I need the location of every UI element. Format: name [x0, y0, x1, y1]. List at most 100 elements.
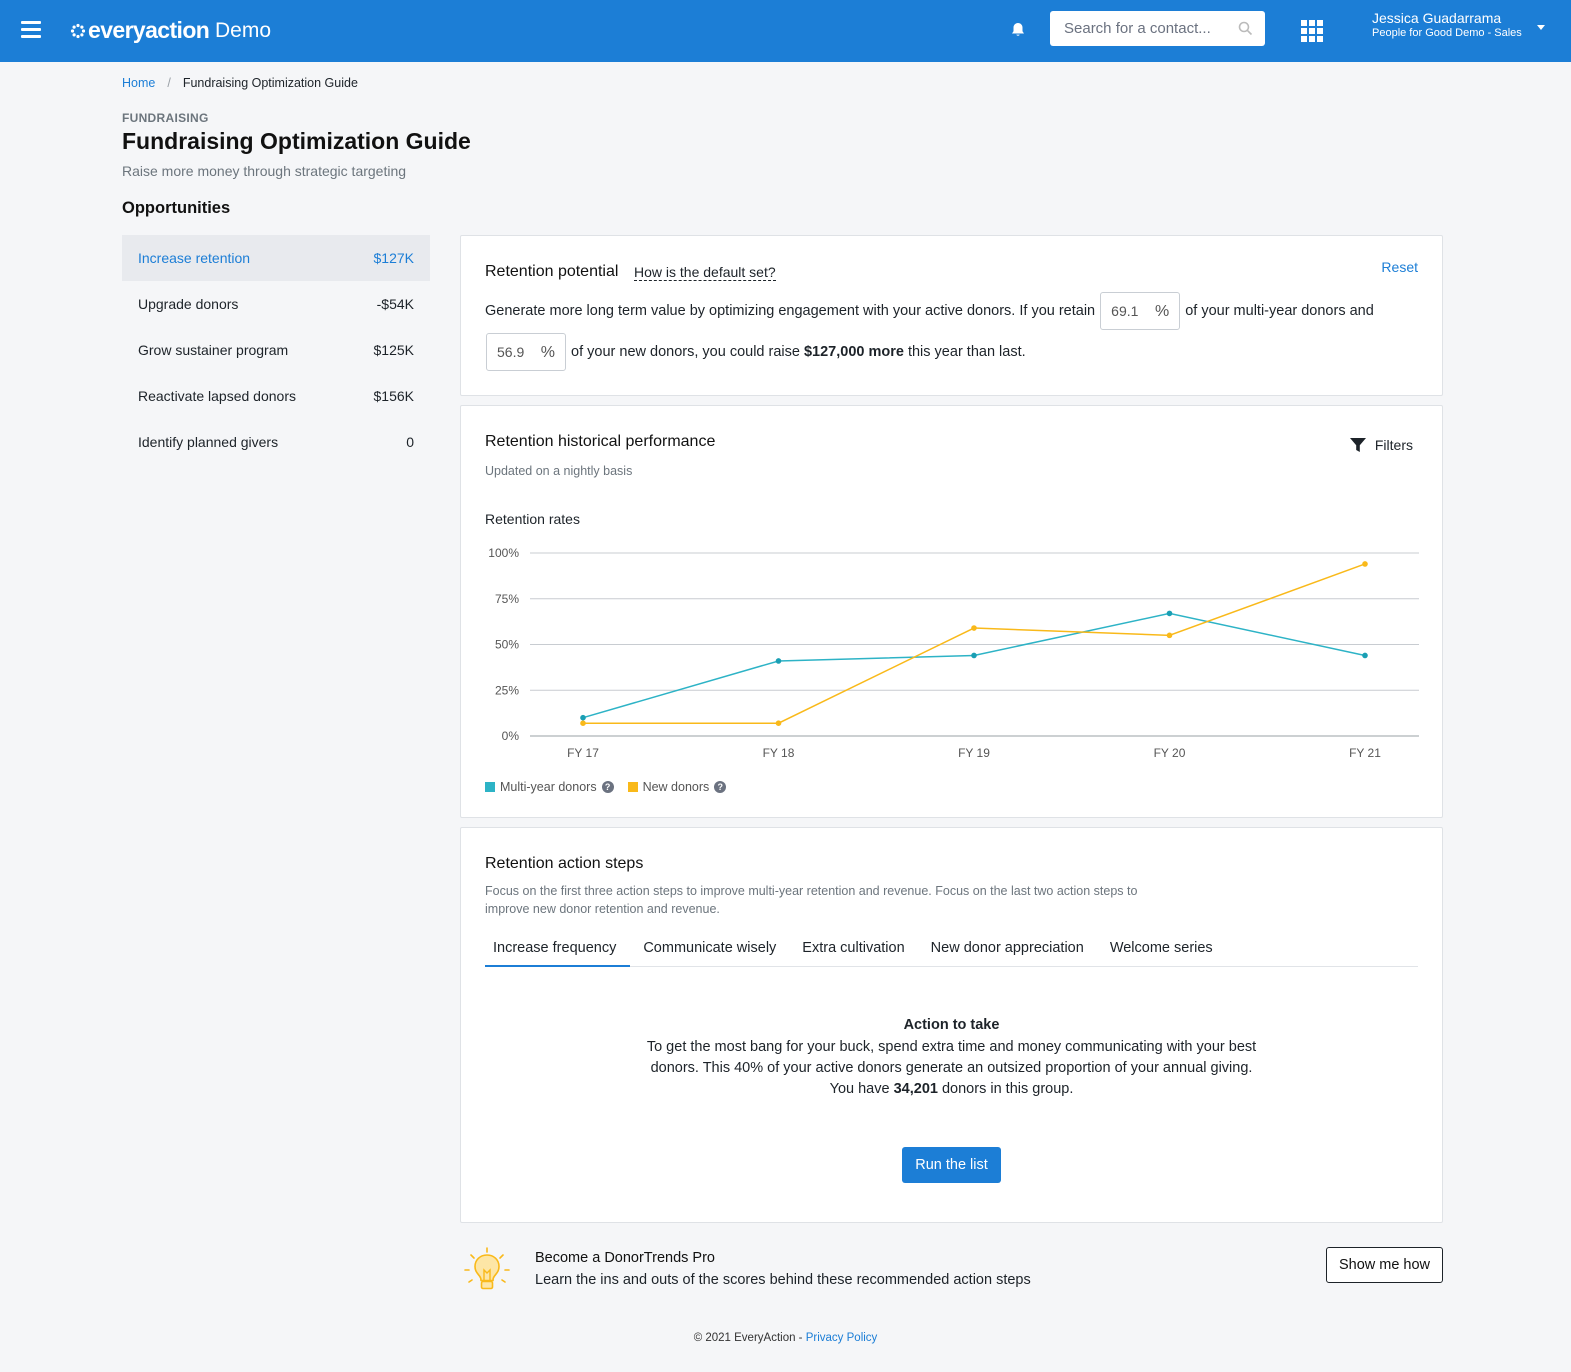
y-tick-label: 25% — [495, 683, 519, 697]
chevron-down-icon[interactable] — [1537, 25, 1545, 30]
logo[interactable]: everyaction — [70, 17, 210, 44]
breadcrumb-home-link[interactable]: Home — [122, 76, 156, 90]
tab-welcome-series[interactable]: Welcome series — [1109, 940, 1213, 956]
action-steps-title: Retention action steps — [485, 855, 644, 872]
tab-communicate-wisely[interactable]: Communicate wisely — [643, 940, 777, 956]
chart-title: Retention rates — [485, 511, 580, 527]
opportunity-label: Reactivate lapsed donors — [138, 388, 296, 404]
lightbulb-icon — [464, 1247, 510, 1290]
tab-increase-frequency[interactable]: Increase frequency — [485, 936, 631, 967]
filters-label: Filters — [1374, 437, 1413, 453]
multi-year-percent-input[interactable]: 69.1% — [1100, 292, 1181, 331]
data-point — [1362, 652, 1368, 659]
legend-label: New donors — [642, 780, 710, 794]
user-name: Jessica Guadarrama — [1372, 10, 1502, 26]
show-me-how-button[interactable]: Show me how — [1326, 1247, 1443, 1283]
contact-search — [1050, 11, 1265, 46]
page-eyebrow: FUNDRAISING — [122, 111, 209, 125]
data-point — [775, 720, 782, 726]
opportunity-increase-retention[interactable]: Increase retention $127K — [122, 235, 430, 281]
opportunity-reactivate-lapsed[interactable]: Reactivate lapsed donors $156K — [122, 373, 430, 419]
privacy-policy-link[interactable]: Privacy Policy — [805, 1332, 878, 1344]
opportunity-value: -$54K — [376, 296, 414, 312]
footer: © 2021 EveryAction - Privacy Policy — [0, 1332, 1571, 1344]
data-point — [580, 720, 586, 726]
y-tick-label: 75% — [495, 592, 519, 606]
action-text: To get the most bang for your buck, spen… — [631, 1037, 1272, 1100]
rp-text-4: this year than last. — [907, 344, 1026, 360]
user-org: People for Good Demo - Sales — [1372, 27, 1522, 39]
x-tick-label: FY 18 — [763, 746, 795, 760]
opportunities-heading: Opportunities — [122, 199, 231, 217]
opportunity-value: 0 — [406, 434, 414, 450]
historical-performance-card: Retention historical performance Updated… — [460, 405, 1443, 818]
top-bar: everyaction Demo Jessica Guadarrama Peop… — [0, 0, 1571, 62]
run-the-list-button[interactable]: Run the list — [902, 1147, 1001, 1183]
data-point — [1362, 561, 1368, 567]
new-donor-percent-value: 56.9 — [497, 343, 525, 360]
environment-label: Demo — [215, 19, 272, 42]
opportunity-label: Grow sustainer program — [138, 342, 289, 358]
multi-year-percent-value: 69.1 — [1111, 302, 1139, 319]
percent-sign: % — [540, 343, 555, 361]
retention-rates-chart: 0% 25% 50% 75% 100% FY 17 FY 18 FY 19 FY 20 FY 21 — [488, 546, 1419, 760]
action-steps-card: Retention action steps Focus on the firs… — [460, 827, 1443, 1223]
tab-extra-cultivation[interactable]: Extra cultivation — [802, 940, 905, 956]
tab-new-donor-appreciation[interactable]: New donor appreciation — [930, 940, 1084, 956]
search-input[interactable] — [1064, 20, 1234, 37]
data-point — [580, 714, 586, 721]
pro-text: Learn the ins and outs of the scores beh… — [535, 1272, 1031, 1288]
x-tick-label: FY 20 — [1154, 746, 1186, 760]
opportunity-label: Identify planned givers — [138, 434, 279, 450]
logo-text: everyaction — [88, 17, 210, 43]
percent-sign: % — [1154, 302, 1170, 320]
opportunities-list: Increase retention $127K Upgrade donors … — [122, 235, 430, 465]
opportunity-upgrade-donors[interactable]: Upgrade donors -$54K — [122, 281, 430, 327]
series-line-new-donors — [583, 563, 1366, 724]
action-heading: Action to take — [903, 1017, 1000, 1033]
pro-title: Become a DonorTrends Pro — [535, 1250, 715, 1266]
user-menu[interactable]: Jessica Guadarrama People for Good Demo … — [1372, 10, 1522, 39]
opportunity-value: $156K — [373, 388, 414, 404]
rp-text-3: of your new donors, you could raise — [571, 344, 800, 360]
opportunity-planned-givers[interactable]: Identify planned givers 0 — [122, 419, 430, 465]
reset-button[interactable]: Reset — [1381, 259, 1418, 275]
legend-item-new-donors: New donors ? — [627, 780, 727, 794]
rp-text-1: Generate more long term value by optimiz… — [485, 303, 1096, 319]
legend-item-multi-year: Multi-year donors ? — [485, 780, 614, 794]
x-tick-label: FY 21 — [1349, 746, 1381, 760]
action-steps-description: Focus on the first three action steps to… — [485, 884, 1138, 916]
search-icon[interactable] — [1238, 21, 1253, 36]
data-point — [1166, 632, 1173, 639]
rp-text-2: of your multi-year donors and — [1185, 303, 1374, 319]
x-tick-label: FY 19 — [958, 746, 990, 760]
help-icon[interactable]: ? — [714, 781, 727, 793]
legend-swatch-teal — [485, 782, 495, 792]
help-icon[interactable]: ? — [601, 781, 614, 793]
count-prefix: You have — [829, 1081, 890, 1097]
opportunity-value: $125K — [373, 342, 414, 358]
historical-subtitle: Updated on a nightly basis — [485, 464, 633, 478]
copyright: © 2021 EveryAction - — [693, 1332, 803, 1344]
filters-button[interactable]: Filters — [1349, 437, 1413, 453]
data-point — [971, 652, 977, 659]
data-point — [971, 625, 977, 631]
opportunity-grow-sustainer[interactable]: Grow sustainer program $125K — [122, 327, 430, 373]
historical-title: Retention historical performance — [485, 433, 716, 450]
action-description: To get the most bang for your buck, spen… — [646, 1039, 1257, 1076]
new-donor-percent-input[interactable]: 56.9% — [486, 333, 566, 372]
y-tick-label: 100% — [488, 546, 519, 560]
app-grid-icon[interactable] — [1301, 20, 1323, 42]
default-info-link[interactable]: How is the default set? — [634, 264, 776, 281]
bell-icon[interactable] — [1009, 21, 1027, 39]
page-title: Fundraising Optimization Guide — [122, 128, 471, 154]
logo-mark-icon — [70, 23, 86, 38]
breadcrumb-current: Fundraising Optimization Guide — [182, 76, 358, 90]
opportunity-value: $127K — [373, 250, 414, 266]
hamburger-menu-icon[interactable] — [21, 21, 41, 39]
page-subtitle: Raise more money through strategic targe… — [122, 163, 407, 179]
filter-icon — [1349, 438, 1366, 452]
opportunity-label: Upgrade donors — [138, 296, 239, 312]
data-point — [1166, 610, 1173, 617]
rp-amount: $127,000 more — [803, 344, 904, 360]
